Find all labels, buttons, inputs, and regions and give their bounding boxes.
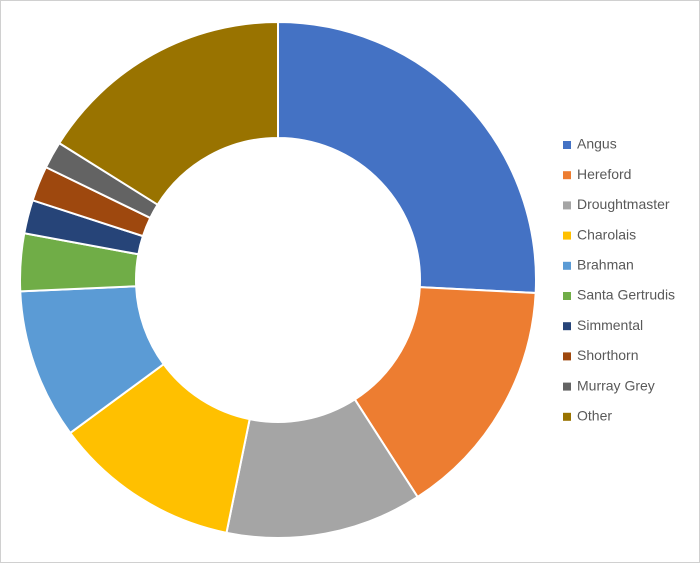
legend-label: Simmental	[577, 317, 643, 333]
donut-slice	[57, 20, 279, 207]
legend-swatch	[563, 171, 571, 180]
legend-swatch	[563, 261, 571, 270]
legend-label: Murray Grey	[577, 377, 655, 393]
legend-label: Santa Gertrudis	[577, 287, 675, 303]
legend-swatch	[563, 382, 571, 391]
legend-label: Other	[577, 408, 612, 424]
legend: Angus Hereford Droughtmaster Charolais Brahm…	[563, 136, 675, 424]
donut	[19, 20, 537, 539]
legend-swatch	[563, 412, 571, 421]
legend-swatch	[563, 201, 571, 210]
legend-swatch	[563, 322, 571, 331]
legend-label: Droughtmaster	[577, 196, 670, 212]
legend-swatch	[563, 141, 571, 149]
legend-swatch	[563, 231, 571, 240]
legend-label: Angus	[577, 136, 617, 152]
donut-slice	[277, 20, 537, 295]
legend-label: Shorthorn	[577, 347, 638, 363]
legend-swatch	[563, 292, 571, 300]
legend-label: Charolais	[577, 226, 636, 242]
legend-label: Brahman	[577, 257, 634, 273]
legend-label: Hereford	[577, 166, 631, 182]
donut-slice	[353, 286, 537, 499]
legend-swatch	[563, 352, 571, 361]
